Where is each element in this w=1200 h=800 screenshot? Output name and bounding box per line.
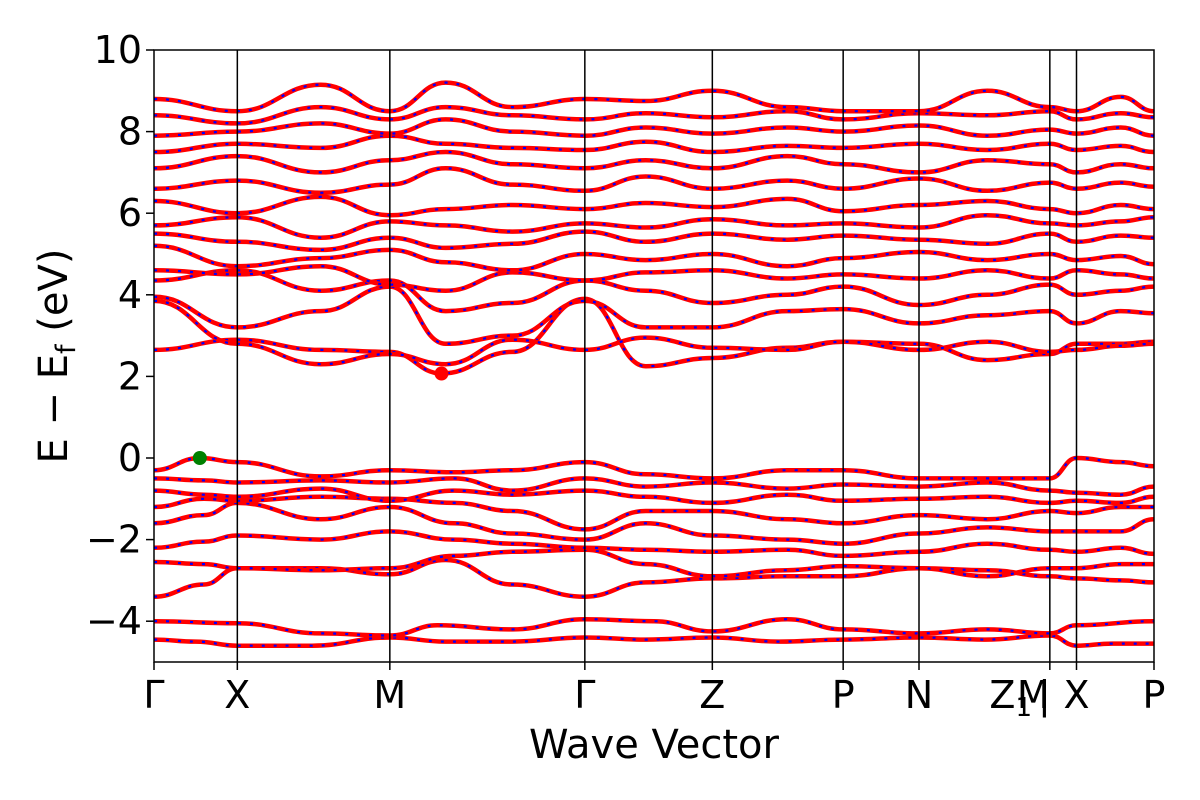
cbm-marker (434, 366, 449, 381)
y-tick-label: 6 (118, 191, 142, 235)
band-line-overlay-20 (154, 150, 1154, 174)
high-symmetry-lines (236, 50, 1078, 662)
y-tick-label: 2 (118, 354, 142, 398)
y-tick-label: 10 (94, 28, 142, 72)
plot-frame (153, 49, 1155, 663)
x-tick-label-overlap: M (1017, 673, 1050, 717)
x-tick-label: P (1143, 673, 1166, 717)
band-line-21 (154, 133, 1154, 155)
band-line-1 (154, 616, 1154, 638)
y-tick-label: 4 (118, 273, 142, 317)
x-axis-title: Wave Vector (529, 722, 780, 768)
band-line-13 (154, 268, 1154, 314)
x-tick-label: Γ (574, 673, 595, 717)
band-line-20 (154, 149, 1154, 175)
y-tick-label: 0 (118, 436, 142, 480)
x-tick-label: Γ (143, 673, 164, 717)
y-tick-label: 8 (118, 110, 142, 154)
x-tick-label: P (832, 673, 855, 717)
band-line-overlay-16 (154, 230, 1154, 252)
y-axis-title: E − Ef (eV) (31, 249, 82, 464)
x-tick-label: Z1 | (989, 673, 1050, 723)
band-edge-markers (192, 366, 449, 465)
band-line-overlay-10 (154, 297, 1154, 375)
band-line-overlay-3 (154, 548, 1154, 578)
band-line-overlay-0 (154, 634, 1154, 647)
x-tick-label: X (1063, 673, 1089, 717)
vbm-marker (192, 451, 207, 465)
x-axis-ticks: Γ X M Γ Z P N Z1 | X PM (143, 662, 1165, 723)
x-tick-label: M (373, 673, 406, 717)
band-line-overlay-18 (154, 195, 1154, 217)
x-tick-label: Z (699, 673, 725, 717)
bands-layer (154, 80, 1154, 648)
y-axis-title-main: E − E (31, 354, 77, 464)
x-tick-label: N (905, 673, 933, 717)
band-line-8 (154, 476, 1154, 497)
band-line-23 (154, 104, 1154, 126)
y-axis-title-unit: (eV) (31, 249, 77, 345)
band-line-17 (154, 212, 1154, 240)
x-tick-label: X (224, 673, 250, 717)
y-axis-ticks: −4 −2 0 2 4 6 8 10 (86, 28, 154, 643)
band-line-overlay-23 (154, 105, 1154, 125)
y-tick-label: −4 (86, 599, 142, 643)
band-line-overlay-4 (154, 530, 1154, 558)
y-axis-title-subscript: f (51, 343, 82, 354)
band-line-18 (154, 194, 1154, 218)
y-tick-label: −2 (86, 518, 142, 562)
band-line-0 (154, 633, 1154, 648)
band-line-overlay-19 (154, 167, 1154, 194)
